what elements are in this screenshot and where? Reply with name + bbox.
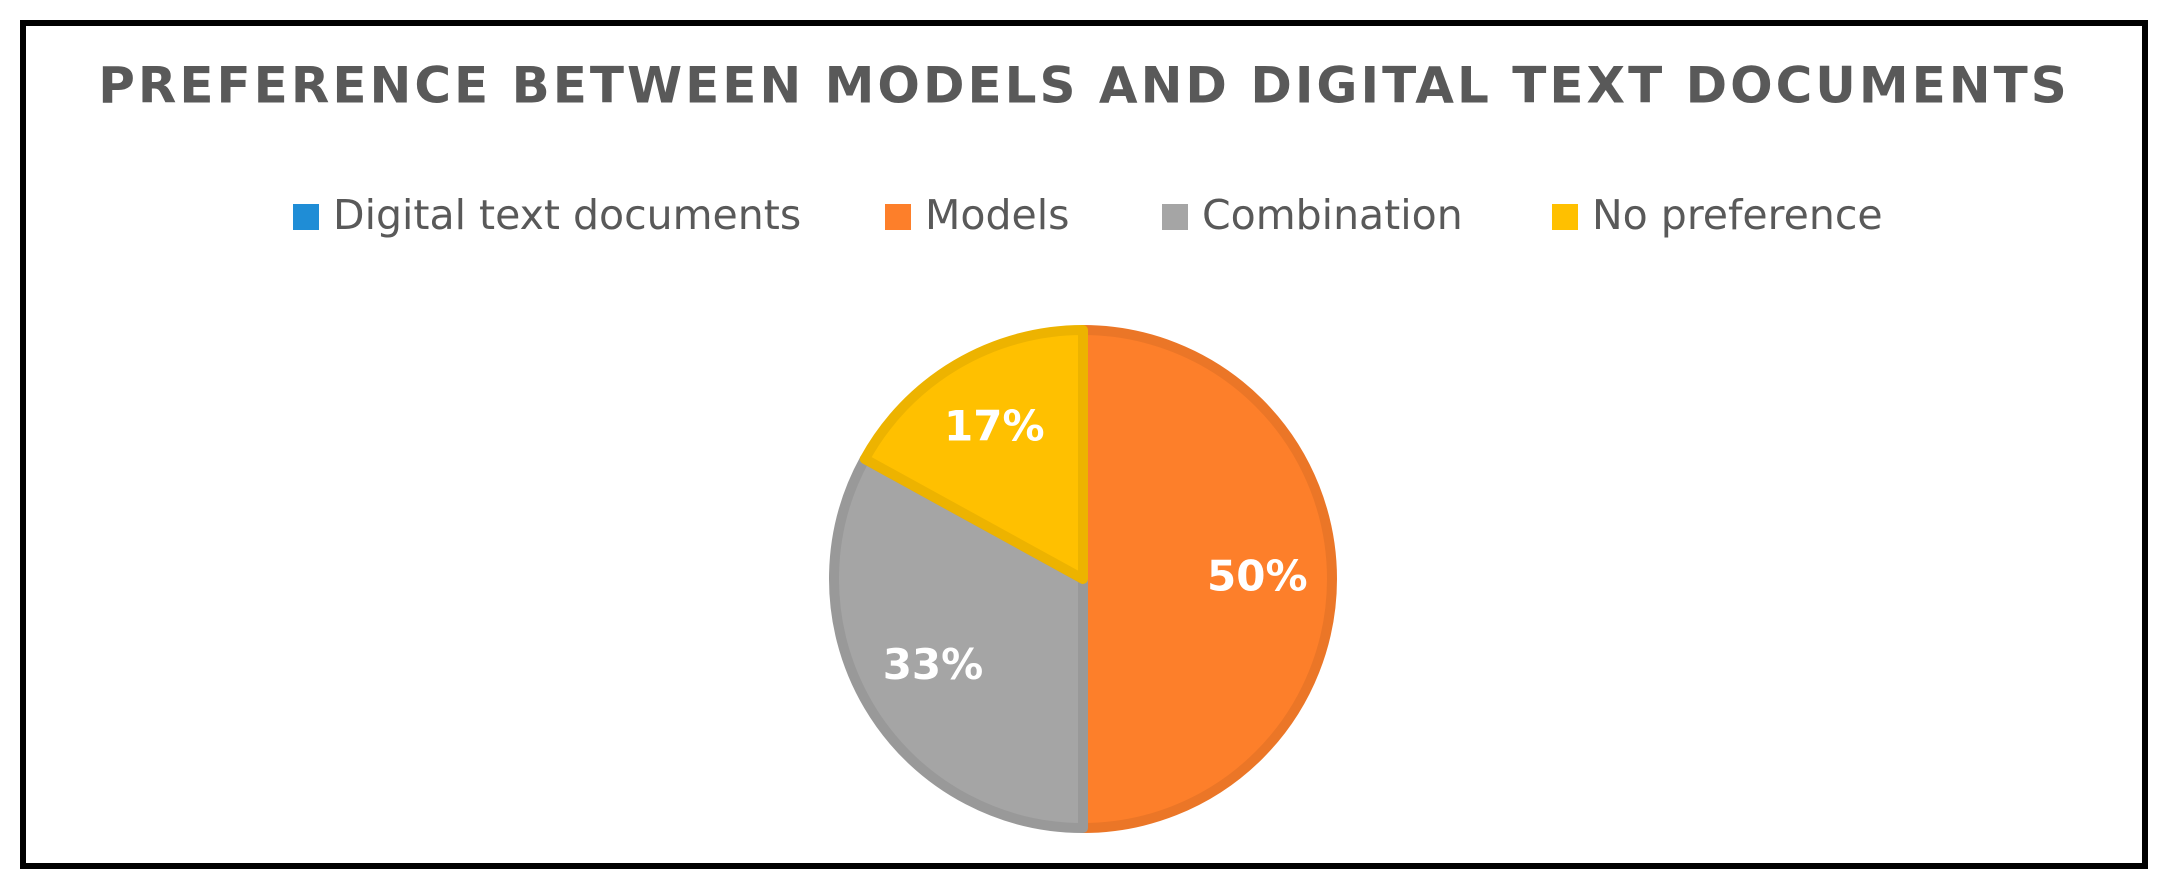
pie-slice bbox=[859, 325, 1088, 584]
pie-slice bbox=[829, 454, 1088, 833]
chart-title: PREFERENCE BETWEEN MODELS AND DIGITAL TE… bbox=[98, 57, 2070, 115]
legend-swatch bbox=[1162, 204, 1188, 230]
legend-label: Models bbox=[925, 191, 1069, 239]
data-label: 50% bbox=[1207, 552, 1308, 601]
data-label: 33% bbox=[883, 640, 984, 689]
legend-swatch bbox=[293, 204, 319, 230]
legend-label: Digital text documents bbox=[333, 191, 801, 239]
pie-slice bbox=[1078, 325, 1337, 833]
legend-label: No preference bbox=[1592, 191, 1883, 239]
legend-label: Combination bbox=[1202, 191, 1463, 239]
legend-swatch bbox=[1552, 204, 1578, 230]
data-label: 17% bbox=[944, 401, 1045, 450]
legend-swatch bbox=[885, 204, 911, 230]
